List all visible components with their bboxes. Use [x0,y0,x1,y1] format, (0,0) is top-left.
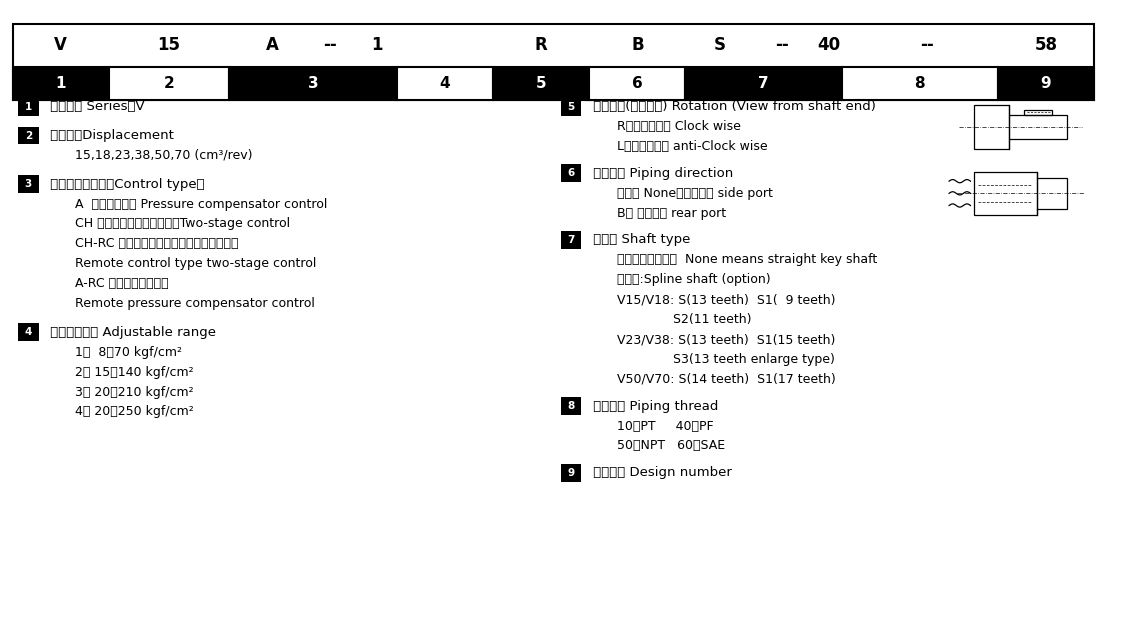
Bar [18,98,38,116]
Text: 軸形式 Shaft type: 軸形式 Shaft type [589,234,691,247]
Text: S2(11 teeth): S2(11 teeth) [618,313,752,326]
Bar [1024,110,1052,115]
Bar [229,67,397,100]
Bar [18,126,38,144]
Text: 1: 1 [55,76,65,91]
Text: 設計番號 Design number: 設計番號 Design number [589,466,732,479]
Text: 4： 20～250 kgf/cm²: 4： 20～250 kgf/cm² [75,406,193,419]
Text: 系列名稱 Series：V: 系列名稱 Series：V [46,100,145,114]
Text: 無記號為平行齒軸  None means straight key shaft: 無記號為平行齒軸 None means straight key shaft [618,254,877,266]
Text: Remote control type two-stage control: Remote control type two-stage control [75,257,316,270]
Text: CH 兩段式壓力流量組合控制Two-stage control: CH 兩段式壓力流量組合控制Two-stage control [75,218,290,230]
Bar [561,98,581,116]
Bar [108,67,229,100]
Text: S3(13 teeth enlarge type): S3(13 teeth enlarge type) [618,353,835,366]
Text: 9: 9 [1041,76,1051,91]
Text: 吐出量：Displacement: 吐出量：Displacement [46,129,174,142]
Bar [974,171,1036,215]
Text: B: B [631,37,644,55]
Text: 3: 3 [25,179,32,189]
Bar [561,464,581,482]
Text: A: A [266,37,279,55]
Text: 回轉方向(從軸向看) Rotation (View from shaft end): 回轉方向(從軸向看) Rotation (View from shaft end… [589,100,876,114]
Bar [18,324,38,342]
Text: 3： 20～210 kgf/cm²: 3： 20～210 kgf/cm² [75,386,193,399]
Bar [1009,115,1067,139]
Text: 2: 2 [25,130,32,141]
Text: 6: 6 [632,76,642,91]
Text: 1: 1 [25,102,32,112]
Bar [18,175,38,193]
Bar [998,67,1094,100]
Text: 5: 5 [536,76,546,91]
Text: 9: 9 [568,467,575,478]
Text: 6: 6 [568,168,575,178]
Text: 5: 5 [568,102,575,112]
Text: 7: 7 [759,76,769,91]
Text: 50：NPT   60：SAE: 50：NPT 60：SAE [618,440,726,453]
Bar [561,164,581,182]
Bar [561,397,581,415]
Text: 2： 15～140 kgf/cm²: 2： 15～140 kgf/cm² [75,365,193,379]
Text: L：逆時針方向 anti-Clock wise: L：逆時針方向 anti-Clock wise [618,140,768,153]
Text: 40: 40 [817,37,841,55]
Bar [589,67,685,100]
Bar [561,231,581,249]
Text: --: -- [776,37,789,55]
Text: 1：  8～70 kgf/cm²: 1： 8～70 kgf/cm² [75,345,182,359]
Text: 15: 15 [157,37,181,55]
Text: R: R [535,37,548,55]
Text: 8: 8 [914,76,925,91]
Text: CH-RC 遠端摇控的兩段式壓力流量組合控制: CH-RC 遠端摇控的兩段式壓力流量組合控制 [75,238,238,250]
Text: 1: 1 [371,37,383,55]
Bar [397,67,493,100]
Text: 4: 4 [25,327,32,337]
Bar [685,67,841,100]
Text: 15,18,23,38,50,70 (cm³/rev): 15,18,23,38,50,70 (cm³/rev) [75,149,252,162]
Text: 4: 4 [440,76,450,91]
Text: A-RC 遠端壓力補償型式: A-RC 遠端壓力補償型式 [75,277,168,290]
Text: S: S [714,37,726,55]
Text: 58: 58 [1034,37,1057,55]
Text: V50/V70: S(14 teeth)  S1(17 teeth): V50/V70: S(14 teeth) S1(17 teeth) [618,373,837,386]
Bar [974,105,1009,148]
Text: V23/V38: S(13 teeth)  S1(15 teeth): V23/V38: S(13 teeth) S1(15 teeth) [618,333,835,346]
Text: 2: 2 [164,76,174,91]
Text: --: -- [323,37,336,55]
Text: 梅花軸:Spline shaft (option): 梅花軸:Spline shaft (option) [618,273,771,286]
Text: R：順時針方向 Clock wise: R：順時針方向 Clock wise [618,120,742,134]
Bar [1036,178,1067,209]
Text: V15/V18: S(13 teeth)  S1(  9 teeth): V15/V18: S(13 teeth) S1( 9 teeth) [618,293,835,306]
Bar [12,24,1094,100]
Bar [12,67,108,100]
Text: A  壓力補償控制 Pressure compensator control: A 壓力補償控制 Pressure compensator control [75,198,327,211]
Text: 3: 3 [308,76,318,91]
Text: 配管牙型 Piping thread: 配管牙型 Piping thread [589,399,719,413]
Text: 控制方式、種類：Control type：: 控制方式、種類：Control type： [46,178,205,191]
Text: 壓力調整範圍 Adjustable range: 壓力調整範圍 Adjustable range [46,325,217,339]
Text: 8: 8 [568,401,575,411]
Text: 10：PT     40：PF: 10：PT 40：PF [618,419,714,433]
Text: Remote pressure compensator control: Remote pressure compensator control [75,297,315,310]
Text: 7: 7 [568,235,575,245]
Text: 配管方向 Piping direction: 配管方向 Piping direction [589,167,734,180]
Bar [493,67,589,100]
Text: 無記號 None：兩側出口 side port: 無記號 None：兩側出口 side port [618,187,773,200]
Bar [841,67,998,100]
Text: V: V [54,37,67,55]
Text: --: -- [920,37,935,55]
Text: B： 後方出口 rear port: B： 後方出口 rear port [618,207,727,220]
